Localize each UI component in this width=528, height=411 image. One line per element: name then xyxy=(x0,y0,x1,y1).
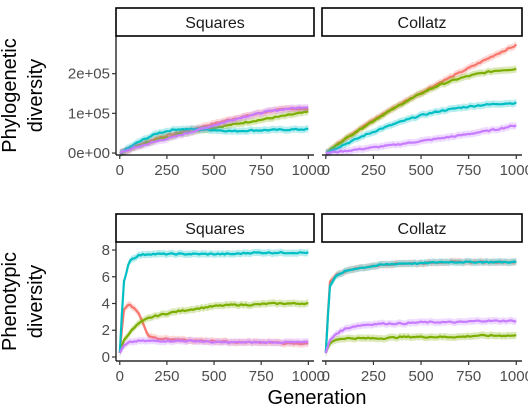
y-tick-label: 8 xyxy=(102,242,110,259)
facet-strip xyxy=(115,213,315,243)
y-tick-label: 4 xyxy=(102,296,110,313)
facet-strip-label: Collatz xyxy=(398,221,447,238)
y-axis-title: diversity xyxy=(25,59,47,132)
x-tick-label: 1000 xyxy=(292,368,325,385)
x-tick-label: 250 xyxy=(361,162,386,179)
series-ribbon xyxy=(119,125,309,157)
y-tick-label: 0e+00 xyxy=(68,145,110,162)
series-ribbon xyxy=(119,336,309,357)
y-tick-label: 1e+05 xyxy=(68,105,110,122)
series-line-green xyxy=(118,301,309,354)
x-tick-label: 500 xyxy=(202,368,227,385)
x-tick-label: 750 xyxy=(456,368,481,385)
series-line-purple xyxy=(119,106,309,154)
series-ribbon xyxy=(119,301,309,357)
x-tick-label: 750 xyxy=(249,162,274,179)
y-tick-label: 2e+05 xyxy=(68,66,110,83)
panel-plot xyxy=(118,248,309,357)
y-axis-title: Phylogenetic xyxy=(0,38,21,153)
facet-strip-label: Squares xyxy=(185,221,245,238)
facet-strip xyxy=(321,7,523,37)
x-tick-label: 500 xyxy=(409,368,434,385)
x-tick-label: 250 xyxy=(154,162,179,179)
y-axis-title: Phenotypic xyxy=(0,252,21,351)
y-tick-label: 6 xyxy=(102,269,110,286)
y-tick-label: 0 xyxy=(102,349,110,366)
x-tick-label: 1000 xyxy=(500,162,528,179)
facet-strip-label: Collatz xyxy=(398,15,447,32)
series-ribbon xyxy=(325,257,517,357)
x-tick-label: 1000 xyxy=(292,162,325,179)
x-tick-label: 250 xyxy=(361,368,386,385)
series-ribbon xyxy=(325,316,517,357)
panel-plot xyxy=(325,40,518,157)
x-tick-label: 500 xyxy=(409,162,434,179)
series-line-purple xyxy=(325,124,517,155)
series-line-teal xyxy=(118,250,309,354)
x-tick-label: 1000 xyxy=(500,368,528,385)
x-tick-label: 0 xyxy=(322,368,330,385)
x-tick-label: 0 xyxy=(322,162,330,179)
x-tick-label: 500 xyxy=(202,162,227,179)
series-line-purple xyxy=(324,319,517,354)
series-line-green xyxy=(325,67,517,154)
x-tick-label: 0 xyxy=(116,162,124,179)
series-ribbon xyxy=(119,104,309,157)
y-tick-label: 2 xyxy=(102,322,110,339)
x-tick-label: 0 xyxy=(116,368,124,385)
panel-plot xyxy=(119,103,309,157)
facet-strip xyxy=(321,213,523,243)
panel-plot xyxy=(324,257,517,357)
x-tick-label: 750 xyxy=(249,368,274,385)
series-ribbon xyxy=(119,299,309,357)
series-line-teal xyxy=(324,260,517,354)
facet-strip-label: Squares xyxy=(185,15,245,32)
series-ribbon xyxy=(325,40,517,157)
series-ribbon xyxy=(119,103,309,157)
x-tick-label: 250 xyxy=(154,368,179,385)
series-line-green xyxy=(324,333,517,354)
series-line-purple xyxy=(118,339,309,354)
x-tick-label: 750 xyxy=(456,162,481,179)
x-axis-title: Generation xyxy=(268,387,367,409)
y-axis-title: diversity xyxy=(25,265,47,338)
facet-strip xyxy=(115,7,315,37)
series-line-teal xyxy=(119,127,309,154)
series-line-teal xyxy=(325,101,517,155)
